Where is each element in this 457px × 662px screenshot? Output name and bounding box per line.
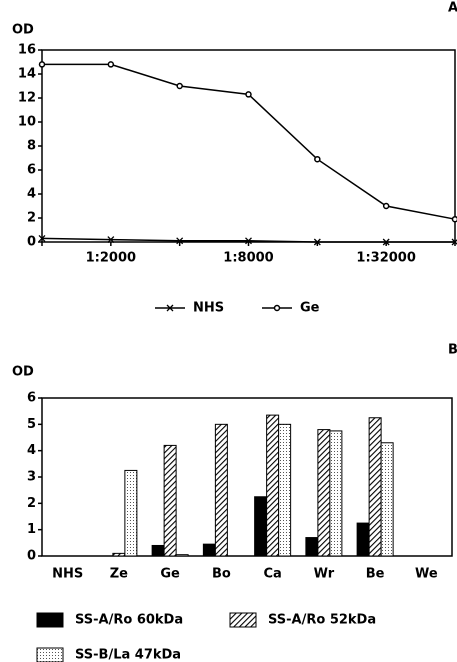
x-tick-label: Ca [263,567,281,582]
y-tick-label: 2 [27,496,36,511]
y-axis-label: OD [12,23,34,38]
y-tick-label: 2 [27,211,36,226]
x-tick-label: Be [366,567,385,582]
point [107,61,115,68]
point [176,237,184,245]
data-line [42,63,456,220]
point [166,304,174,312]
bar [163,444,177,557]
x-tick-label: Ge [160,567,180,582]
point [382,238,390,246]
bar [266,414,280,557]
legend-label: Ge [300,301,320,316]
bar [151,544,165,557]
legend-swatch [36,647,64,662]
bar [317,429,331,557]
y-tick-label: 6 [27,163,36,178]
point [451,238,457,246]
bar [380,442,394,557]
bar [329,430,343,557]
bar [254,496,268,557]
y-tick-label: 6 [27,391,36,406]
y-tick-label: 3 [27,470,36,485]
y-tick-label: 4 [27,443,36,458]
legend-label: SS-A/Ro 52kDa [268,613,376,628]
x-tick-label: Wr [314,567,335,582]
x-tick-label: We [415,567,438,582]
point [176,82,183,90]
bar [356,522,370,557]
x-tick-label: Bo [212,567,231,582]
y-axis-label: OD [12,365,34,380]
y-tick-label: 0 [27,235,36,250]
legend-label: SS-B/La 47kDa [75,648,181,662]
x-tick-label: 1:32000 [356,251,415,266]
y-tick-label: 4 [27,187,36,202]
legend-label: NHS [193,301,224,316]
x-tick-label: Ze [110,567,128,582]
legend-label: SS-A/Ro 60kDa [75,613,183,628]
x-tick-label: NHS [52,567,83,582]
point [382,202,390,210]
legend-swatch [36,612,64,628]
bar [214,423,228,557]
panel-label: B [448,343,457,358]
y-tick-label: 16 [18,43,36,58]
point [107,236,115,244]
y-tick-label: 1 [27,522,36,537]
y-tick-label: 8 [27,139,36,154]
y-tick-label: 12 [18,91,36,106]
bar [124,469,138,557]
point [245,91,252,98]
bar [368,417,382,557]
point [38,234,46,242]
plot-frame [41,49,456,243]
y-tick-label: 10 [18,115,36,130]
y-tick-label: 5 [27,417,36,432]
bar [202,543,216,557]
x-tick-label: 1:2000 [86,251,136,266]
bar [305,537,319,557]
bar [278,423,292,557]
legend-swatch [229,612,257,628]
point [314,155,321,163]
point [245,237,252,245]
x-tick-label: 1:8000 [223,251,273,266]
panel-label: A [448,1,457,16]
y-tick-label: 0 [27,549,36,564]
bar [175,554,189,557]
point [38,61,46,68]
y-tick-label: 14 [18,67,36,82]
point [313,238,321,246]
bar [112,552,126,557]
point [451,215,457,223]
point [273,304,281,312]
